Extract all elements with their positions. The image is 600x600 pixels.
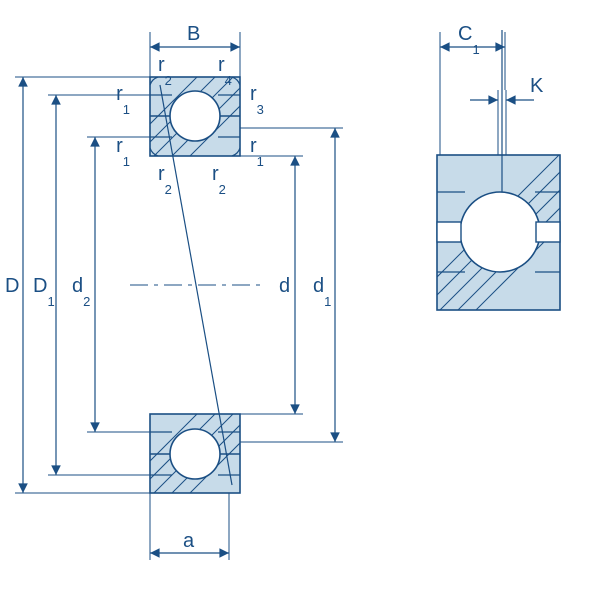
label-d: d xyxy=(279,275,290,297)
dim-d1: d1 xyxy=(240,128,343,442)
label-B: B xyxy=(187,23,200,45)
ball-bottom xyxy=(170,429,220,479)
label-r1-left-upper: r1 xyxy=(116,83,130,117)
bottom-block xyxy=(122,369,278,525)
label-a: a xyxy=(183,530,195,552)
label-K: K xyxy=(530,75,544,97)
label-d2: d2 xyxy=(72,275,90,309)
dim-K: K xyxy=(470,75,544,155)
left-cross-section: B D D1 d2 xyxy=(5,23,343,560)
label-C1: C1 xyxy=(458,23,480,57)
dim-a: a xyxy=(150,493,229,560)
label-d1: d1 xyxy=(313,275,331,309)
top-block xyxy=(122,32,278,188)
label-D: D xyxy=(5,275,19,297)
label-r2-bottom-left: r2 xyxy=(158,163,172,197)
bearing-drawing: B D D1 d2 xyxy=(0,0,600,600)
dim-C1: C1 xyxy=(440,23,505,155)
label-r3-right-upper: r3 xyxy=(250,83,264,117)
ball-top xyxy=(170,91,220,141)
label-r2-bottom-right: r2 xyxy=(212,163,226,197)
ball-right xyxy=(460,192,540,272)
label-r1-right-lower: r1 xyxy=(250,135,264,169)
label-D1: D1 xyxy=(33,275,55,309)
label-r1-left-lower: r1 xyxy=(116,135,130,169)
right-detail: C1 K xyxy=(402,23,600,348)
